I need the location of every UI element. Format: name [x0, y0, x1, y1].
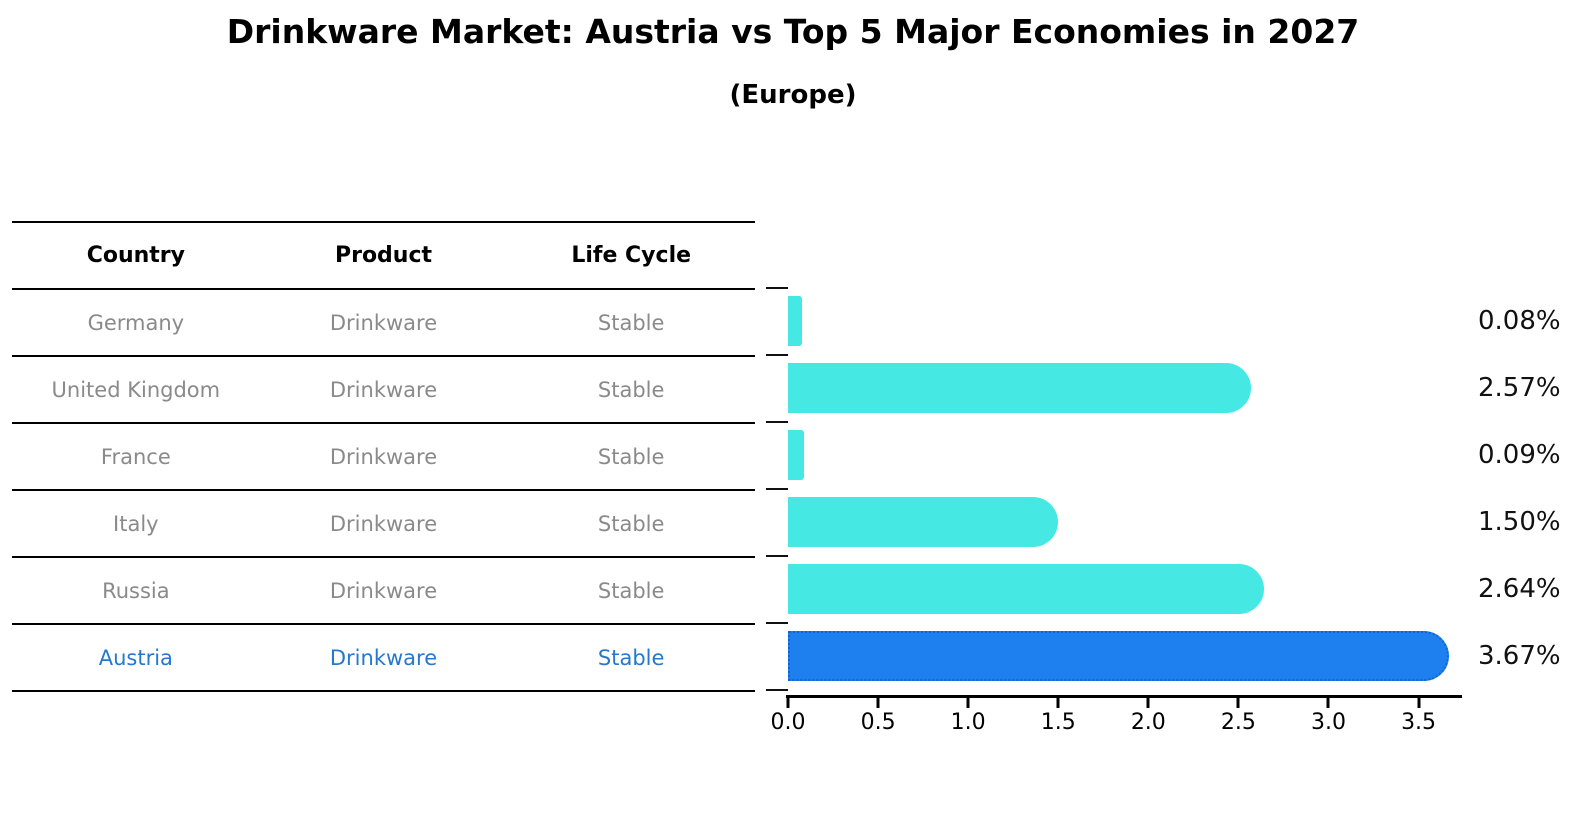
y-axis-tick [766, 622, 788, 624]
table-row: France Drinkware Stable [12, 424, 755, 491]
x-axis-tick-label: 0.0 [770, 710, 806, 735]
bar-value-label: 0.08% [1478, 306, 1561, 336]
cell-country: France [100, 444, 171, 469]
cell-lifecycle: Stable [597, 578, 665, 603]
y-axis-tick [766, 421, 788, 423]
chart-title: Drinkware Market: Austria vs Top 5 Major… [226, 12, 1360, 51]
x-axis-tick-label: 1.0 [950, 710, 986, 735]
cell-lifecycle: Stable [597, 310, 665, 335]
cell-product: Drinkware [329, 645, 438, 670]
bar-value-label: 3.67% [1478, 641, 1561, 671]
table-header-row: Country Product Life Cycle [12, 223, 755, 290]
chart-subtitle: (Europe) [729, 80, 857, 110]
bar [788, 430, 805, 480]
bar [788, 631, 1450, 681]
bar-value-label: 0.09% [1478, 440, 1561, 470]
x-axis-tick [876, 698, 880, 708]
x-axis-line [786, 695, 1462, 698]
cell-country: Austria [98, 645, 173, 670]
bar-row [788, 288, 1460, 355]
cell-country: United Kingdom [51, 377, 221, 402]
y-axis-tick [766, 689, 788, 691]
table-row: Austria Drinkware Stable [12, 625, 755, 692]
bar-row [788, 489, 1460, 556]
table-row: Russia Drinkware Stable [12, 558, 755, 625]
bar-value-labels: 0.08% 2.57% 0.09% 1.50% 2.64% 3.67% [1478, 288, 1584, 690]
bar [788, 564, 1264, 614]
bar [788, 296, 803, 346]
table-row: Germany Drinkware Stable [12, 290, 755, 357]
cell-product: Drinkware [329, 578, 438, 603]
cell-lifecycle: Stable [597, 645, 665, 670]
table-header-lifecycle: Life Cycle [571, 243, 692, 268]
x-axis-tick-label: 0.5 [860, 710, 896, 735]
cell-lifecycle: Stable [597, 444, 665, 469]
bar-value-label: 2.64% [1478, 574, 1561, 604]
cell-product: Drinkware [329, 511, 438, 536]
table-header-product: Product [334, 243, 433, 268]
country-table: Country Product Life Cycle Germany Drink… [12, 221, 755, 692]
x-axis-tick-labels: 0.0 0.5 1.0 1.5 2.0 2.5 3.0 3.5 [771, 710, 1460, 740]
cell-product: Drinkware [329, 377, 438, 402]
x-axis-tick [1236, 698, 1240, 708]
cell-lifecycle: Stable [597, 511, 665, 536]
cell-product: Drinkware [329, 444, 438, 469]
bar [788, 363, 1251, 413]
x-axis-tick-label: 2.0 [1130, 710, 1166, 735]
table-row: United Kingdom Drinkware Stable [12, 357, 755, 424]
cell-country: Germany [87, 310, 185, 335]
bar-value-label: 1.50% [1478, 507, 1561, 537]
x-axis-tick [786, 698, 790, 708]
bars-container [788, 288, 1460, 690]
x-axis-tick [1146, 698, 1150, 708]
cell-country: Russia [102, 578, 170, 603]
y-axis-tick [766, 354, 788, 356]
table-body: Germany Drinkware Stable United Kingdom … [12, 290, 755, 692]
bar-plot-area [766, 287, 1460, 691]
cell-country: Italy [113, 511, 159, 536]
bar [788, 497, 1059, 547]
x-axis-tick-label: 2.5 [1220, 710, 1256, 735]
bar-value-label: 2.57% [1478, 373, 1561, 403]
y-axis-tick [766, 555, 788, 557]
bar-row [788, 355, 1460, 422]
cell-lifecycle: Stable [597, 377, 665, 402]
bar-row [788, 422, 1460, 489]
table-header-country: Country [86, 243, 185, 268]
x-axis-tick [966, 698, 970, 708]
x-axis-tick-label: 3.5 [1401, 710, 1437, 735]
x-axis-tick-label: 3.0 [1310, 710, 1346, 735]
y-axis-tick [766, 488, 788, 490]
x-axis-tick [1056, 698, 1060, 708]
x-axis-ticks [786, 698, 1460, 708]
bar-row [788, 623, 1460, 690]
bar-row [788, 556, 1460, 623]
y-axis-tick [766, 287, 788, 289]
cell-product: Drinkware [329, 310, 438, 335]
x-axis-tick-label: 1.5 [1040, 710, 1076, 735]
x-axis-tick [1326, 698, 1330, 708]
x-axis-tick [1417, 698, 1421, 708]
table-row: Italy Drinkware Stable [12, 491, 755, 558]
